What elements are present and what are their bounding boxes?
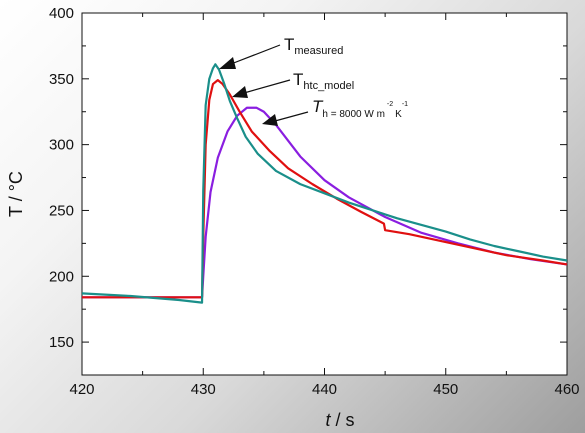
label-measured: Tmeasured <box>284 35 343 57</box>
y-tick-label: 200 <box>49 268 74 285</box>
y-tick-label: 250 <box>49 202 74 219</box>
y-tick-label: 150 <box>49 334 74 351</box>
label-h8000-sup1: -2 <box>387 101 393 108</box>
y-tick-label: 400 <box>49 5 74 22</box>
x-tick-label: 460 <box>554 381 579 398</box>
x-tick-label: 430 <box>191 381 216 398</box>
series-layer <box>81 63 568 304</box>
series-line-htc-model <box>82 79 568 299</box>
label-h8000-sub: h = 8000 W m <box>322 109 385 120</box>
label-h8000: Th = 8000 W m-2K-1 <box>312 97 408 120</box>
label-h8000-main: T <box>312 97 324 116</box>
label-htc-model-main: T <box>293 70 303 89</box>
x-axis-title-var: t <box>325 410 331 430</box>
label-measured-main: T <box>284 35 294 54</box>
y-tick-label: 350 <box>49 71 74 88</box>
axis-ticks: 420 430 440 450 460 150 200 250 300 350 400 <box>49 5 580 398</box>
x-tick-label: 420 <box>69 381 94 398</box>
arrow-measured <box>219 44 281 69</box>
arrow-htc-model <box>232 79 291 98</box>
label-measured-sub: measured <box>294 45 343 57</box>
x-tick-label: 440 <box>312 381 337 398</box>
label-h8000-tail: K <box>395 109 402 120</box>
label-htc-model: Thtc_model <box>293 70 354 92</box>
x-axis-title: t / s <box>325 410 354 430</box>
series-line-measured <box>81 63 568 304</box>
label-h8000-sup2: -1 <box>402 101 408 108</box>
y-tick-label: 300 <box>49 137 74 154</box>
x-tick-label: 450 <box>433 381 458 398</box>
series-line-h8000 <box>82 106 568 299</box>
y-axis-title: T / °C <box>6 171 26 217</box>
label-htc-model-sub: htc_model <box>303 80 354 92</box>
x-axis-title-unit: / s <box>331 410 355 430</box>
arrow-h8000 <box>262 111 309 126</box>
